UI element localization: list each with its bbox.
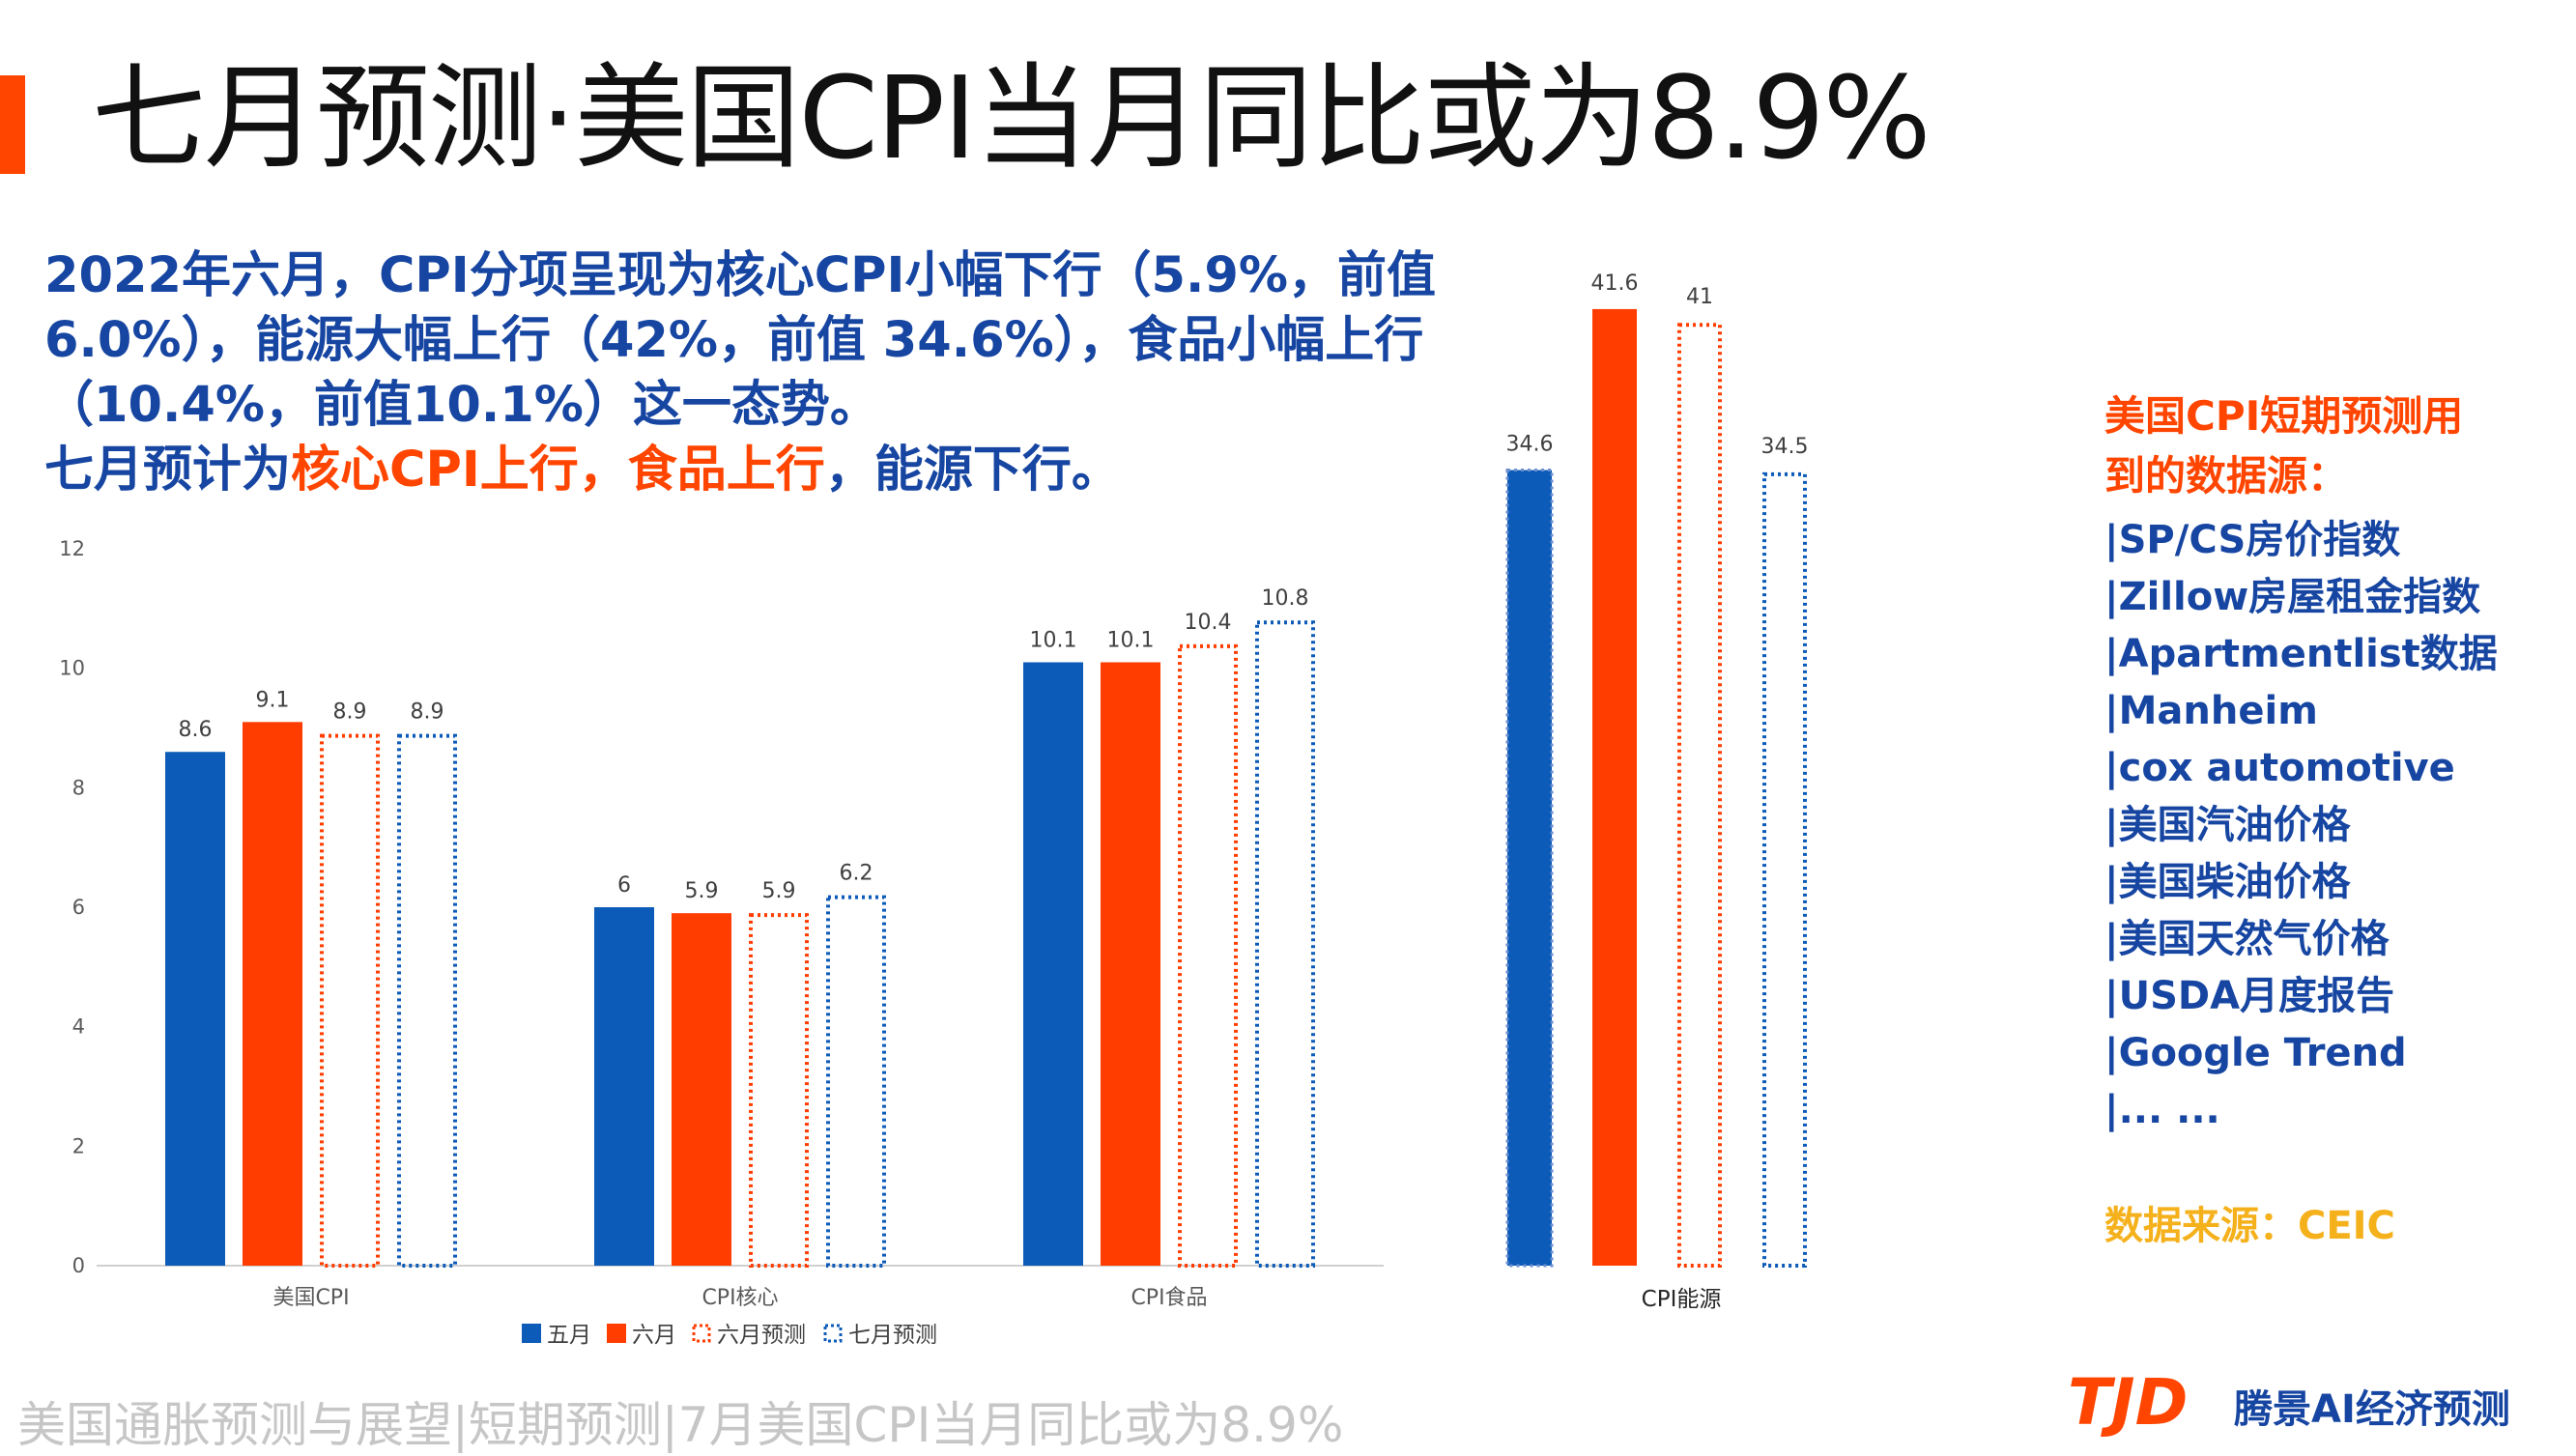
bar-value-label: 8.6 [179, 718, 213, 742]
bar [1101, 662, 1160, 1266]
forecast-suffix: ，能源下行。 [824, 442, 1121, 499]
bar [1762, 471, 1807, 1268]
y-tick-label: 12 [59, 537, 85, 560]
source-item: |美国天然气价格 [2104, 917, 2390, 961]
bar [397, 733, 457, 1268]
sources-heading-1: 美国CPI短期预测用 [2104, 392, 2464, 440]
summary-line-3: （10.4%，前值10.1%）这一态势。 [44, 377, 879, 434]
footer-breadcrumb: 美国通胀预测与展望|短期预测|7月美国CPI当月同比或为8.9% [17, 1397, 1344, 1453]
legend-swatch [607, 1324, 626, 1343]
bar [320, 733, 380, 1268]
data-source-note: 数据来源：CEIC [2104, 1204, 2395, 1248]
title-accent-bar [0, 75, 25, 174]
bar [1505, 469, 1554, 1268]
y-tick-label: 4 [72, 1015, 85, 1039]
bar [826, 895, 886, 1269]
cpi-energy-bar-chart: 34.6 41.6 41 34.5 CPI能源 [1505, 271, 1809, 1312]
bar-value-label: 41 [1686, 285, 1713, 309]
y-tick-label: 10 [59, 657, 85, 680]
forecast-highlight: 核心CPI上行，食品上行 [291, 442, 825, 499]
y-tick-label: 6 [72, 896, 85, 919]
bar-value-label: 41.6 [1591, 271, 1639, 296]
bar [594, 907, 654, 1266]
bar [1023, 662, 1083, 1266]
bar-value-label: 9.1 [256, 688, 290, 712]
source-item: |USDA月度报告 [2104, 974, 2395, 1018]
y-tick-label: 8 [72, 776, 85, 799]
bar-value-label: 6.2 [840, 862, 873, 886]
bar-value-label: 5.9 [685, 879, 719, 903]
y-tick-label: 2 [72, 1134, 85, 1157]
source-item: |美国汽油价格 [2104, 803, 2351, 847]
sources-heading-2: 到的数据源： [2104, 452, 2349, 500]
x-category-label: 美国CPI [272, 1286, 349, 1310]
bar-value-label: 10.1 [1030, 628, 1077, 652]
bar [1677, 323, 1722, 1268]
bar-value-label: 10.1 [1107, 628, 1155, 652]
bar [1255, 620, 1315, 1268]
bar-value-label: 8.9 [411, 700, 444, 725]
source-item: |Zillow房屋租金指数 [2104, 575, 2481, 619]
legend-swatch [692, 1324, 711, 1343]
x-category-label: CPI核心 [701, 1286, 778, 1310]
cpi-bar-chart: 0 2 4 6 8 10 12 美国CPI 8.6 9.1 8.9 8.9 CPI核心 6 5.9 5.9 6.… [59, 537, 1384, 1348]
bar [1592, 308, 1637, 1266]
data-sources-panel: 美国CPI短期预测用 到的数据源： |SP/CS房价指数 |Zillow房屋租金… [2104, 386, 2568, 1255]
x-category-label: CPI能源 [1642, 1287, 1722, 1312]
logo-text: 腾景AI经济预测 [2234, 1387, 2510, 1432]
legend-swatch [823, 1324, 843, 1343]
bar-value-label: 34.5 [1761, 435, 1809, 459]
x-category-label: CPI食品 [1131, 1286, 1207, 1310]
bar-value-label: 34.6 [1506, 433, 1554, 457]
summary-line-4: 七月预计为核心CPI上行，食品上行，能源下行。 [44, 438, 1513, 502]
bar [1178, 643, 1238, 1268]
forecast-prefix: 七月预计为 [44, 442, 292, 499]
bar-value-label: 10.8 [1262, 586, 1309, 611]
bar [672, 913, 731, 1266]
logo-mark: TJD [2068, 1365, 2188, 1440]
legend-label: 七月预测 [848, 1323, 937, 1348]
bar [749, 913, 809, 1269]
sources-list: |SP/CS房价指数 |Zillow房屋租金指数 |Apartmentlist数… [2104, 512, 2568, 1139]
bar-value-label: 10.4 [1185, 611, 1232, 635]
source-item: |Apartmentlist数据 [2104, 632, 2498, 676]
legend-label: 六月 [632, 1323, 676, 1348]
bar [165, 752, 225, 1266]
y-tick-label: 0 [72, 1254, 85, 1277]
summary-line-2: 6.0%），能源大幅上行（42%，前值 34.6%），食品小幅上行 [44, 312, 1424, 369]
source-item: |美国柴油价格 [2104, 860, 2351, 904]
bar-value-label: 6 [617, 873, 631, 898]
bar-value-label: 5.9 [762, 879, 796, 903]
source-item: |Manheim [2104, 689, 2318, 733]
company-logo: TJD 腾景AI经济预测 [2068, 1365, 2510, 1440]
source-item: |cox automotive [2104, 746, 2455, 790]
summary-text: 2022年六月，CPI分项呈现为核心CPI小幅下行（5.9%，前值 6.0%），… [44, 243, 1513, 502]
slide-title: 七月预测·美国CPI当月同比或为8.9% [92, 51, 1932, 185]
legend-label: 六月预测 [717, 1323, 806, 1348]
source-item: |... ... [2104, 1088, 2220, 1132]
summary-line-1: 2022年六月，CPI分项呈现为核心CPI小幅下行（5.9%，前值 [44, 247, 1436, 304]
bar [243, 722, 302, 1266]
source-item: |SP/CS房价指数 [2104, 518, 2401, 562]
source-item: |Google Trend [2104, 1031, 2407, 1075]
bar-value-label: 8.9 [333, 700, 367, 725]
legend-label: 五月 [547, 1323, 591, 1348]
legend-swatch [522, 1324, 541, 1343]
